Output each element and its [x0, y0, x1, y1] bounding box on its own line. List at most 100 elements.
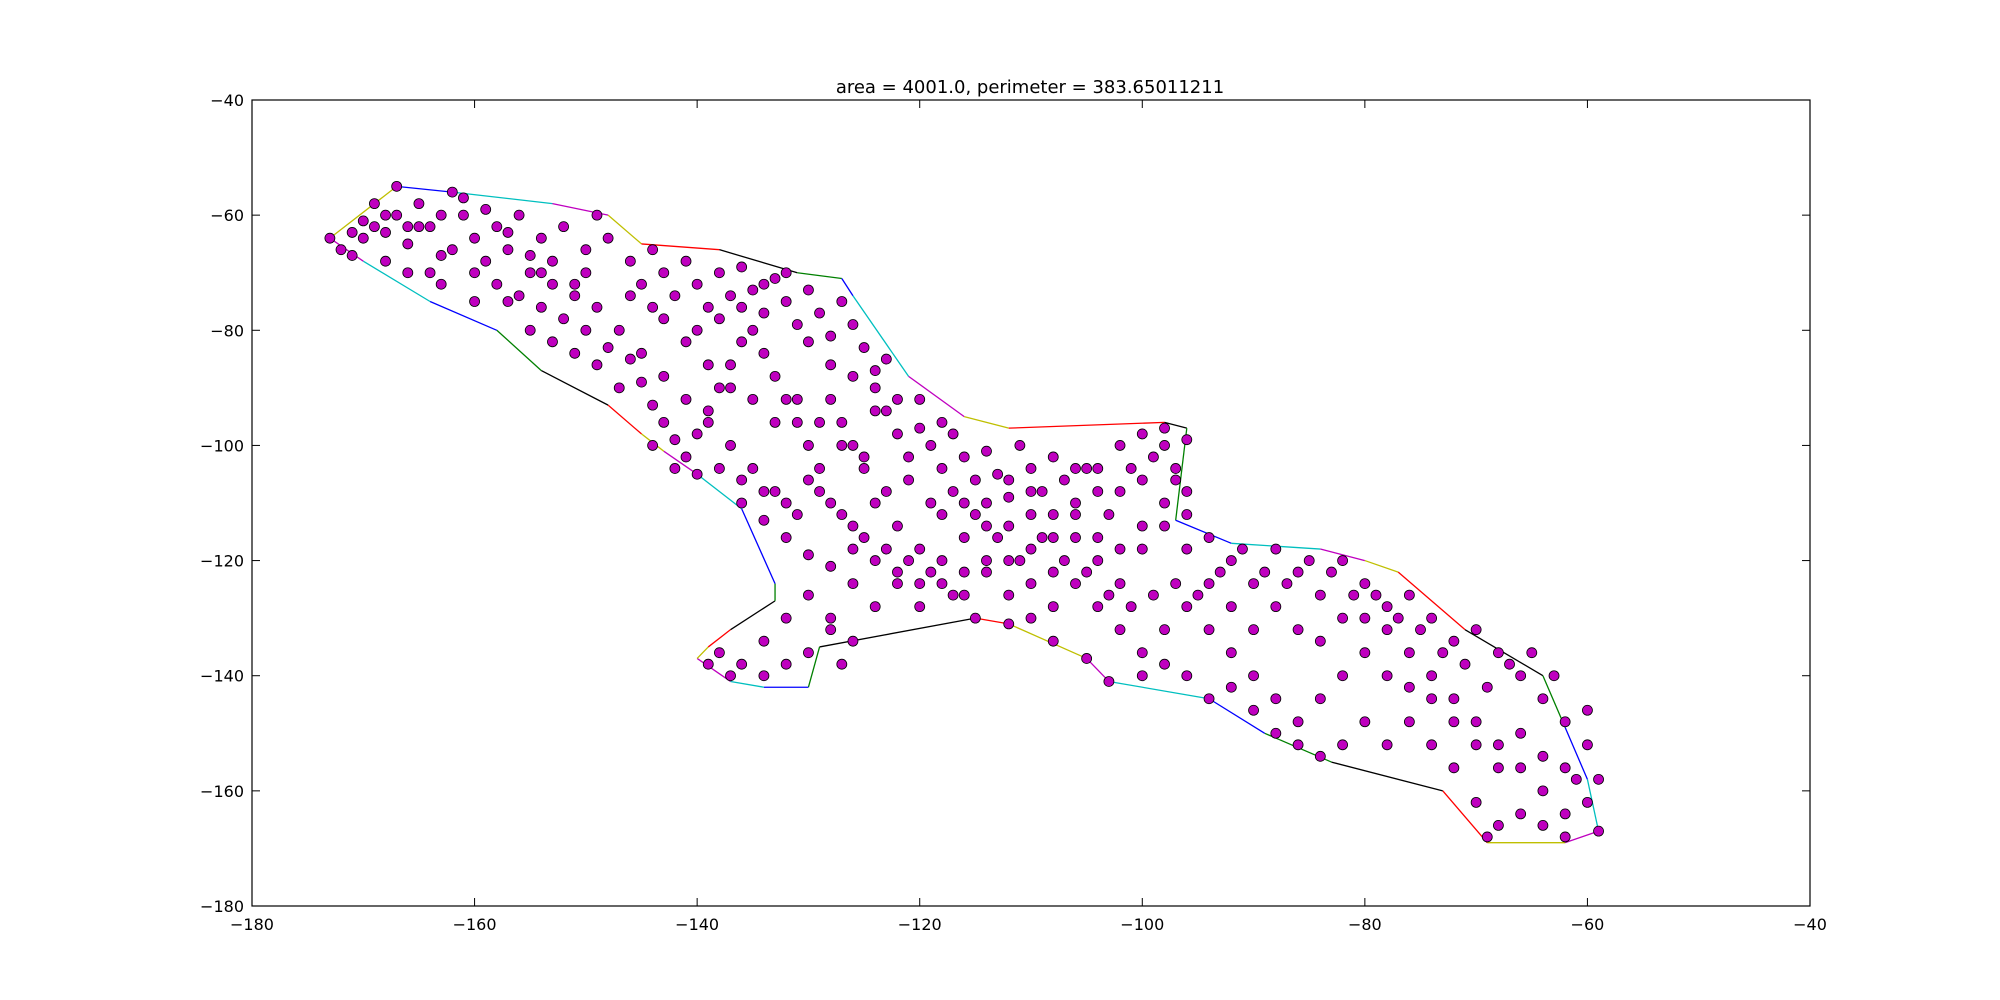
data-point	[636, 278, 647, 290]
data-point	[1248, 624, 1259, 636]
data-point	[1170, 474, 1182, 486]
data-point	[613, 382, 625, 394]
hull-edge	[1208, 698, 1266, 734]
data-point	[947, 589, 959, 601]
data-point	[691, 428, 703, 440]
data-point	[1125, 463, 1137, 474]
data-point	[1047, 601, 1059, 613]
data-point	[491, 278, 503, 290]
hull-edge	[329, 185, 398, 239]
hull-edge	[852, 295, 910, 377]
data-point	[1092, 486, 1104, 497]
data-point	[513, 290, 525, 302]
data-point	[836, 416, 848, 428]
data-point	[691, 324, 703, 336]
data-point	[1359, 716, 1371, 728]
data-point	[424, 267, 436, 279]
hull-edge	[964, 416, 1009, 429]
data-point	[847, 578, 859, 589]
data-point	[803, 589, 814, 601]
data-point	[1203, 532, 1215, 543]
data-point	[869, 601, 881, 613]
data-point	[547, 278, 558, 290]
data-point	[925, 497, 937, 509]
data-point	[324, 232, 336, 244]
data-point	[758, 635, 770, 647]
data-point	[435, 209, 447, 221]
data-point	[780, 393, 792, 405]
data-point	[747, 324, 759, 336]
data-point	[1036, 486, 1048, 497]
data-point	[569, 347, 581, 359]
data-point	[691, 468, 703, 480]
data-point	[1014, 440, 1026, 451]
data-point	[969, 474, 981, 486]
data-point	[346, 227, 358, 238]
y-tick-label: −60	[210, 206, 244, 225]
data-point	[580, 244, 592, 256]
data-point	[1537, 785, 1549, 797]
hull-edge	[429, 300, 498, 331]
data-point	[1437, 647, 1449, 659]
data-point	[1481, 681, 1493, 693]
data-point	[580, 267, 592, 279]
data-point	[892, 428, 903, 440]
data-point	[1270, 727, 1282, 739]
data-point	[547, 336, 558, 348]
data-point	[892, 566, 903, 578]
data-point	[836, 440, 848, 451]
data-point	[658, 267, 670, 279]
data-point	[825, 560, 837, 572]
data-point	[1537, 750, 1549, 762]
data-point	[1582, 796, 1593, 808]
hull-edge	[696, 646, 709, 659]
data-point	[1136, 670, 1148, 682]
data-point	[1081, 566, 1093, 578]
data-point	[1092, 532, 1104, 543]
data-point	[1003, 618, 1015, 630]
data-point	[1003, 589, 1015, 601]
x-tick-label: −80	[1348, 915, 1382, 934]
data-point	[469, 296, 480, 307]
x-tick-label: −40	[1793, 915, 1827, 934]
data-point	[702, 359, 714, 371]
data-point	[357, 215, 369, 227]
data-point	[1181, 670, 1193, 682]
data-point	[1259, 566, 1271, 578]
data-point	[1237, 543, 1248, 555]
data-point	[869, 405, 881, 417]
data-point	[469, 267, 480, 279]
data-point	[569, 278, 581, 290]
data-point	[1403, 589, 1415, 601]
data-point	[1559, 808, 1571, 820]
data-point	[758, 486, 770, 497]
data-point	[702, 416, 714, 428]
data-point	[1292, 566, 1304, 578]
data-point	[814, 416, 825, 428]
data-point	[680, 451, 692, 463]
y-tick-label: −100	[200, 436, 244, 455]
data-point	[669, 290, 681, 302]
data-point	[1058, 474, 1070, 486]
data-point	[914, 601, 926, 613]
data-point	[969, 509, 981, 520]
data-point	[769, 416, 781, 428]
data-point	[669, 434, 681, 446]
hull-edge	[496, 329, 542, 372]
data-point	[591, 359, 603, 371]
hull-edge	[663, 450, 698, 475]
data-point	[1515, 762, 1527, 774]
data-point	[513, 209, 525, 221]
y-tick-label: −140	[200, 667, 244, 686]
data-point	[981, 555, 992, 566]
data-point	[1192, 589, 1204, 601]
data-point	[1448, 635, 1460, 647]
hull-outline	[329, 185, 1600, 844]
hull-edge	[362, 260, 431, 303]
data-point	[1181, 543, 1193, 555]
data-point	[1493, 739, 1504, 751]
y-tick-label: −180	[200, 897, 244, 916]
data-point	[758, 307, 770, 319]
data-point	[647, 440, 659, 451]
data-point	[1292, 716, 1304, 728]
